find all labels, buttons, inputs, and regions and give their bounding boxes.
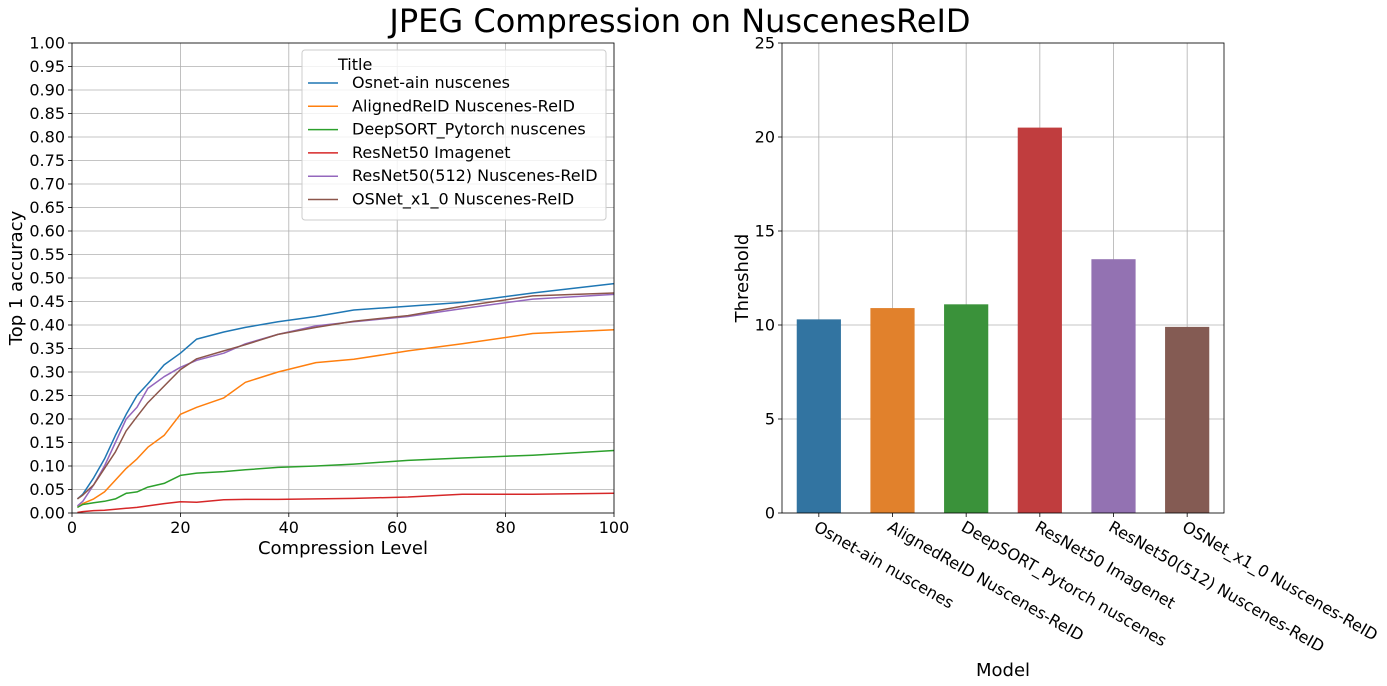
line-chart-xlabel: Compression Level	[258, 538, 428, 559]
bar-y-tick-label: 20	[755, 128, 775, 147]
y-tick-label: 0.70	[29, 175, 65, 194]
legend-label: ResNet50 Imagenet	[352, 143, 510, 162]
y-tick-label: 0.05	[29, 480, 65, 499]
y-tick-label: 0.50	[29, 269, 65, 288]
bar-4	[1091, 259, 1136, 513]
y-tick-label: 0.45	[29, 292, 65, 311]
series-line-2	[77, 449, 615, 509]
legend-label: OSNet_x1_0 Nuscenes-ReID	[352, 190, 574, 210]
series-line-1	[76, 328, 615, 509]
series-line-0	[76, 282, 615, 500]
y-tick-label: 0.25	[29, 386, 65, 405]
bar-y-tick-label: 10	[755, 316, 775, 335]
y-tick-label: 0.20	[29, 410, 65, 429]
y-tick-label: 0.90	[29, 81, 65, 100]
x-tick-label: 100	[599, 518, 630, 537]
x-tick-label: 80	[495, 518, 515, 537]
legend-title: Title	[337, 55, 372, 74]
y-tick-label: 0.00	[29, 504, 65, 523]
y-tick-label: 0.75	[29, 151, 65, 170]
bar-y-tick-label: 15	[755, 222, 775, 241]
x-tick-label: 40	[279, 518, 299, 537]
y-tick-label: 0.35	[29, 339, 65, 358]
y-tick-label: 0.15	[29, 433, 65, 452]
y-tick-label: 0.85	[29, 104, 65, 123]
series-line-5	[76, 292, 615, 500]
y-tick-label: 0.65	[29, 198, 65, 217]
line-chart-legend: Title Osnet-ain nuscenes AlignedReID Nusc…	[301, 49, 607, 221]
y-tick-label: 0.55	[29, 245, 65, 264]
x-tick-label: 20	[170, 518, 190, 537]
bar-category-label: Osnet-ain nuscenes	[811, 517, 957, 612]
bar-1	[870, 308, 915, 513]
bar-chart-frame	[781, 42, 1225, 514]
bar-y-tick-label: 5	[765, 410, 775, 429]
y-tick-label: 0.30	[29, 363, 65, 382]
y-tick-label: 0.60	[29, 222, 65, 241]
bar-5	[1165, 326, 1210, 513]
figure-title: JPEG Compression on NuscenesReID	[387, 2, 970, 40]
y-tick-label: 0.10	[29, 457, 65, 476]
bar-0	[796, 319, 841, 513]
series-line-3	[77, 492, 615, 514]
bar-2	[944, 304, 989, 513]
line-chart-ticks: 0 20 40 60 80 100 0.00 0.05 0.10 0.15 0.20 0.25 0.30…	[29, 34, 629, 538]
series-line-4	[76, 293, 615, 507]
legend-label: Osnet-ain nuscenes	[352, 73, 510, 92]
y-tick-label: 0.80	[29, 128, 65, 147]
line-chart-series	[76, 282, 615, 514]
bar-y-tick-label: 0	[765, 504, 775, 523]
legend-label: ResNet50(512) Nuscenes-ReID	[352, 166, 598, 185]
bar-chart-grid	[782, 42, 1224, 514]
legend-box	[301, 49, 607, 221]
bar-3	[1017, 127, 1062, 513]
bar-chart-ylabel: Threshold	[732, 234, 753, 324]
y-tick-label: 0.40	[29, 316, 65, 335]
line-chart: 0 20 40 60 80 100 0.00 0.05 0.10 0.15 0.20 0.25 0.30…	[6, 34, 629, 560]
line-chart-ylabel: Top 1 accuracy	[6, 210, 27, 346]
x-tick-label: 60	[387, 518, 407, 537]
x-tick-label: 0	[67, 518, 77, 537]
legend-label: AlignedReID Nuscenes-ReID	[352, 96, 575, 115]
y-tick-label: 0.95	[29, 57, 65, 76]
y-tick-label: 1.00	[29, 34, 65, 53]
legend-label: DeepSORT_Pytorch nuscenes	[352, 120, 586, 140]
bar-chart-bars	[796, 127, 1210, 513]
bar-chart-xlabel: Model	[976, 660, 1030, 681]
bar-y-tick-label: 25	[755, 34, 775, 53]
